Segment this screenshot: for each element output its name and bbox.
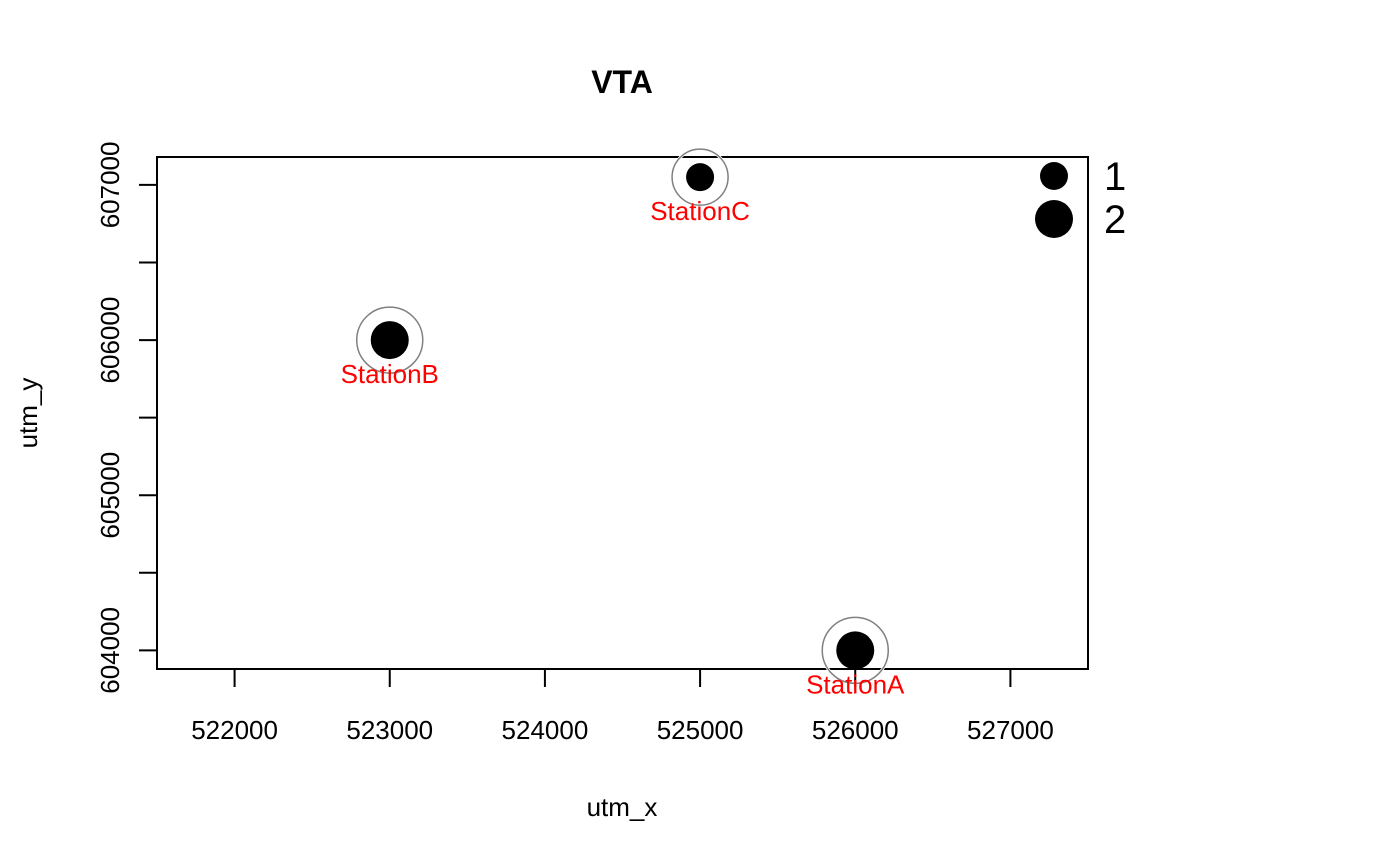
x-tick-label: 527000 — [967, 715, 1054, 745]
data-point — [686, 163, 715, 192]
y-tick-label: 606000 — [95, 297, 125, 384]
x-tick-label: 525000 — [657, 715, 744, 745]
legend-label: 1 — [1104, 155, 1126, 199]
x-axis: 522000 523000 524000 525000 526000 527000 — [191, 669, 1054, 745]
x-axis-label: utm_x — [587, 792, 658, 822]
data-point — [836, 631, 875, 670]
chart-title: VTA — [591, 64, 653, 100]
legend-marker — [1040, 162, 1068, 190]
point-label: StationA — [806, 669, 905, 699]
y-axis: 604000 605000 606000 607000 — [95, 142, 157, 694]
legend-marker — [1035, 200, 1073, 238]
plot-frame — [156, 156, 1089, 670]
legend-label: 2 — [1104, 198, 1126, 242]
point-ring — [671, 148, 729, 206]
legend: 12 — [1035, 155, 1126, 242]
x-tick-label: 523000 — [346, 715, 433, 745]
y-tick-label: 607000 — [95, 142, 125, 229]
points-layer: StationA StationB StationC — [341, 147, 905, 699]
point-ring — [821, 616, 889, 685]
point-label: StationB — [341, 359, 439, 389]
data-point — [370, 321, 409, 360]
x-tick-label: 526000 — [812, 715, 899, 745]
point-label: StationC — [650, 196, 750, 226]
y-tick-label: 605000 — [95, 452, 125, 539]
y-tick-label: 604000 — [95, 607, 125, 694]
x-tick-label: 524000 — [502, 715, 589, 745]
y-axis-label: utm_y — [13, 378, 43, 449]
point-ring — [356, 306, 424, 374]
x-tick-label: 522000 — [191, 715, 278, 745]
